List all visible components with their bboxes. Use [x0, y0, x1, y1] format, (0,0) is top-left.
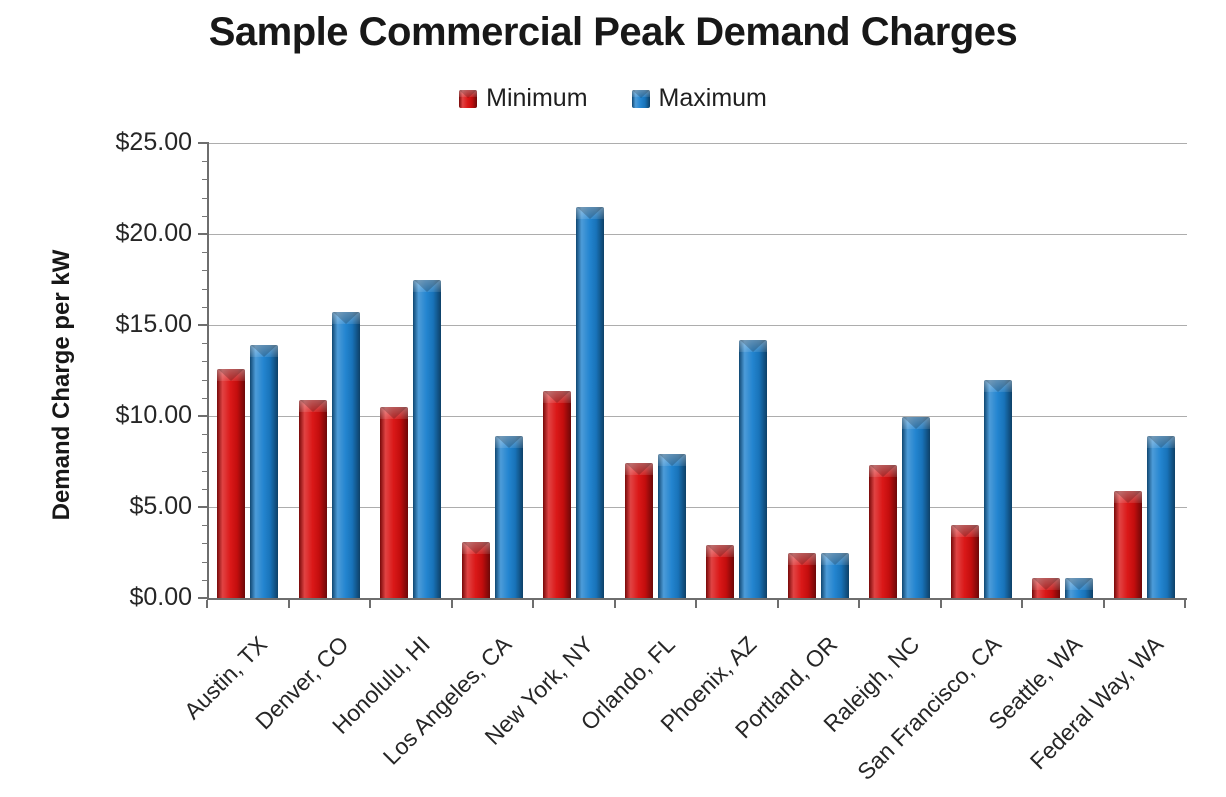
legend: Minimum Maximum	[0, 84, 1226, 113]
legend-label-maximum: Maximum	[658, 84, 767, 112]
bar-maximum-raleigh-nc	[902, 416, 931, 598]
y-major-tick	[198, 233, 209, 235]
gridline-15	[209, 325, 1187, 326]
y-minor-tick	[202, 525, 208, 527]
y-major-tick	[198, 324, 209, 326]
x-axis-tick	[939, 600, 942, 608]
y-minor-tick	[202, 288, 208, 290]
gridline-20	[209, 234, 1187, 235]
y-minor-tick	[202, 397, 208, 399]
bar-maximum-federal-way-wa	[1146, 436, 1175, 598]
x-axis-tick	[369, 600, 371, 608]
y-minor-tick	[202, 579, 208, 581]
bar-maximum-seattle-wa	[1065, 577, 1094, 598]
x-axis-tick	[613, 600, 616, 608]
bar-minimum-san-francisco-ca	[950, 525, 979, 598]
bar-minimum-seattle-wa	[1032, 577, 1061, 598]
minimum-series-swatch	[459, 89, 478, 108]
bar-minimum-denver-co	[298, 399, 327, 598]
y-minor-tick	[202, 179, 208, 181]
y-tick-label: $25.00	[115, 127, 192, 156]
x-axis-tick	[450, 600, 453, 608]
bar-maximum-new-york-ny	[576, 206, 605, 598]
y-major-tick	[198, 142, 209, 144]
y-minor-tick	[202, 434, 208, 436]
y-minor-tick	[202, 270, 208, 272]
bar-maximum-los-angeles-ca	[494, 436, 523, 598]
x-axis-tick	[532, 600, 534, 608]
bar-maximum-portland-or	[820, 553, 849, 598]
y-tick-label: $5.00	[129, 491, 192, 520]
bar-minimum-federal-way-wa	[1113, 490, 1142, 598]
bar-minimum-los-angeles-ca	[461, 541, 490, 598]
y-minor-tick	[202, 197, 208, 199]
legend-label-minimum: Minimum	[486, 84, 588, 112]
chart-title: Sample Commercial Peak Demand Charges	[208, 10, 1018, 54]
y-minor-tick	[202, 488, 208, 490]
bar-minimum-portland-or	[787, 552, 816, 598]
y-minor-tick	[202, 561, 208, 563]
bar-minimum-austin-tx	[217, 368, 246, 598]
y-minor-tick	[202, 306, 208, 308]
x-axis-tick	[287, 600, 290, 608]
x-axis-tick	[1102, 600, 1105, 608]
x-axis-tick	[206, 600, 208, 608]
bar-minimum-raleigh-nc	[869, 465, 898, 598]
y-minor-tick	[202, 161, 208, 163]
y-tick-label: $10.00	[115, 400, 192, 429]
y-minor-tick	[202, 361, 208, 363]
y-minor-tick	[202, 343, 208, 345]
x-axis-tick	[776, 600, 779, 608]
x-axis-tick	[1021, 600, 1023, 608]
x-category-label: San Francisco, CA	[851, 631, 1006, 785]
bar-minimum-honolulu-hi	[380, 406, 409, 598]
x-axis-tick	[1184, 600, 1186, 608]
y-axis-title: Demand Charge per kW	[48, 249, 75, 521]
y-major-tick	[198, 597, 209, 599]
x-axis-tick	[858, 600, 860, 608]
bar-minimum-phoenix-az	[706, 545, 735, 598]
bar-maximum-phoenix-az	[739, 339, 768, 598]
y-minor-tick	[202, 470, 208, 472]
bar-maximum-orlando-fl	[657, 454, 686, 598]
legend-item-minimum: Minimum	[459, 84, 588, 113]
bar-minimum-new-york-ny	[543, 390, 572, 598]
y-major-tick	[198, 415, 209, 417]
x-axis-tick	[695, 600, 697, 608]
y-minor-tick	[202, 379, 208, 381]
gridline-5	[209, 507, 1187, 508]
bar-maximum-san-francisco-ca	[983, 379, 1012, 598]
legend-item-maximum: Maximum	[631, 84, 767, 113]
bar-maximum-austin-tx	[250, 345, 279, 598]
bar-maximum-denver-co	[331, 312, 360, 598]
y-minor-tick	[202, 215, 208, 217]
gridline-25	[209, 143, 1187, 144]
y-minor-tick	[202, 452, 208, 454]
y-minor-tick	[202, 252, 208, 254]
plot-area	[207, 143, 1187, 600]
y-minor-tick	[202, 543, 208, 545]
maximum-series-swatch	[631, 89, 650, 108]
gridline-10	[209, 416, 1187, 417]
bar-minimum-orlando-fl	[624, 463, 653, 598]
y-major-tick	[198, 506, 209, 508]
y-tick-label: $0.00	[129, 582, 192, 611]
y-tick-label: $20.00	[115, 218, 192, 247]
y-tick-label: $15.00	[115, 309, 192, 338]
bar-maximum-honolulu-hi	[413, 279, 442, 598]
